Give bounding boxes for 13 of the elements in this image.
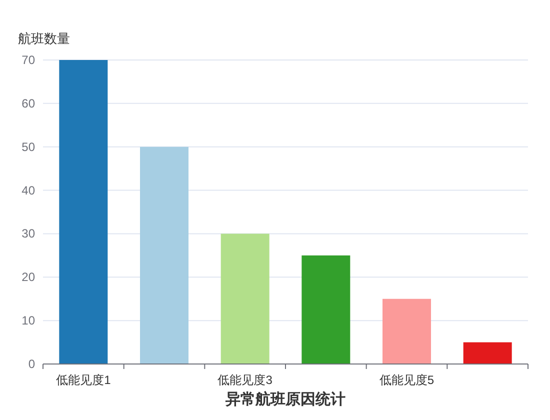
y-tick-label: 0 xyxy=(28,357,36,371)
y-tick-label: 40 xyxy=(22,183,36,198)
y-tick-label: 20 xyxy=(22,270,36,284)
y-tick-label: 30 xyxy=(22,226,36,241)
x-tick-label: 低能见度3 xyxy=(218,373,273,387)
y-tick-label: 50 xyxy=(22,140,36,154)
x-tick-label: 低能见度1 xyxy=(56,373,112,387)
y-tick-label: 10 xyxy=(22,314,36,328)
y-tick-label: 70 xyxy=(22,53,36,67)
y-tick-label: 60 xyxy=(22,96,36,110)
x-axis-title: 异常航班原因统计 xyxy=(224,390,346,408)
y-axis-title: 航班数量 xyxy=(18,31,70,46)
x-tick-label: 低能见度5 xyxy=(379,373,434,387)
